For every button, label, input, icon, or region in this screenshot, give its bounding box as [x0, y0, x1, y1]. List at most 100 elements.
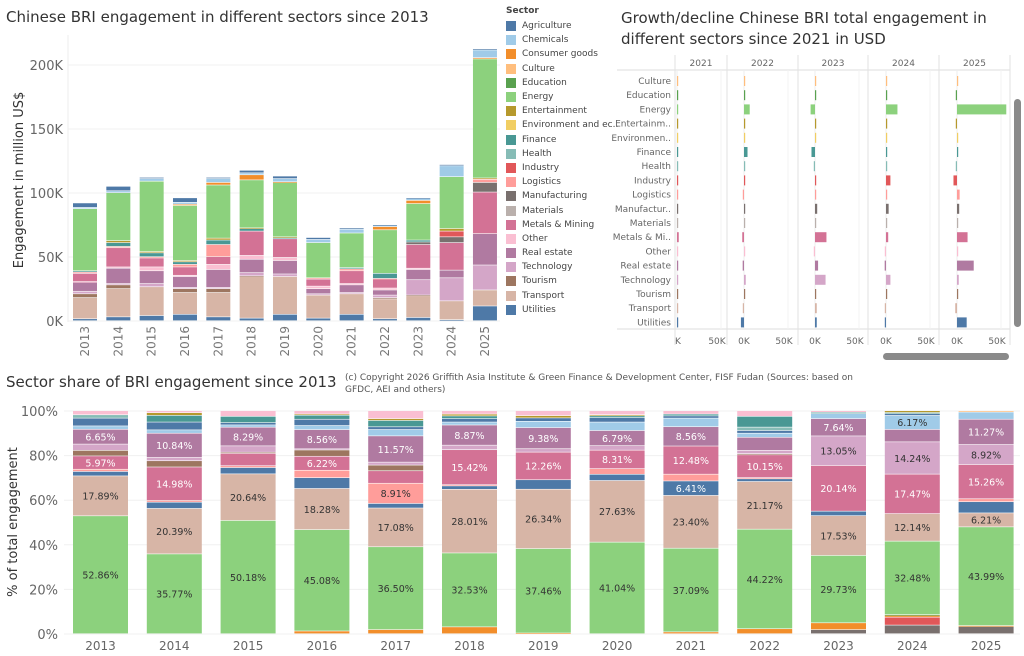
- bar-segment-consumer-goods: [172, 204, 197, 206]
- growth-bar-culture: [815, 76, 817, 86]
- data-label: 12.48%: [673, 456, 709, 467]
- bar-segment-real-estate: [206, 269, 231, 288]
- bar-segment-real-estate: [220, 427, 276, 446]
- legend-item-metals-mining[interactable]: Metals & Mining: [506, 218, 618, 232]
- bar-segment-real-estate: [442, 425, 497, 445]
- bar-segment-manufacturing: [958, 626, 1014, 634]
- bar-segment-tourism: [106, 285, 131, 289]
- data-label: 17.47%: [894, 490, 930, 501]
- top-chart-title: Chinese BRI engagement in different sect…: [6, 8, 429, 26]
- bar-segment-metals-mining: [146, 467, 202, 501]
- data-label: 8.29%: [233, 432, 263, 443]
- legend-swatch: [506, 233, 516, 244]
- bar-segment-finance: [272, 237, 297, 239]
- data-label: 8.56%: [676, 432, 706, 443]
- legend-item-environment-and-ec[interactable]: Environment and ec..: [506, 118, 618, 132]
- bar-segment-real-estate: [306, 289, 331, 294]
- bar-segment-agriculture: [139, 177, 164, 179]
- bar-segment-other: [811, 411, 866, 412]
- growth-bar-environment-and-ec: [677, 132, 679, 143]
- data-label: 10.84%: [156, 441, 192, 452]
- data-label: 6.21%: [971, 516, 1001, 527]
- bar-segment-chemicals: [272, 178, 297, 182]
- bar-segment-chemicals: [146, 430, 202, 433]
- legend-item-real-estate[interactable]: Real estate: [506, 246, 618, 260]
- legend-item-consumer-goods[interactable]: Consumer goods: [506, 47, 618, 61]
- bar-segment-entertainment: [472, 178, 497, 179]
- growth-bar-tourism: [886, 289, 888, 299]
- bar-segment-entertainment: [294, 414, 350, 415]
- legend-item-tourism[interactable]: Tourism: [506, 274, 618, 288]
- growth-bar-transport: [815, 303, 817, 314]
- growth-bar-utilities: [815, 317, 817, 328]
- growth-bar-industry: [886, 175, 891, 186]
- growth-chart-title: Growth/decline Chinese BRI total engagem…: [621, 9, 987, 48]
- legend-item-energy[interactable]: Energy: [506, 90, 618, 104]
- legend-item-transport[interactable]: Transport: [506, 289, 618, 303]
- legend-title: Sector: [506, 6, 539, 16]
- legend-item-entertainment[interactable]: Entertainment: [506, 104, 618, 118]
- legend-item-materials[interactable]: Materials: [506, 203, 618, 217]
- row-label: Metals & Mi..: [613, 233, 671, 243]
- bar-segment-utilities: [406, 317, 431, 321]
- bar-segment-finance: [589, 416, 645, 418]
- bar-segment-finance: [372, 273, 397, 279]
- bar-segment-agriculture: [472, 49, 497, 50]
- bar-segment-entertainment: [442, 414, 497, 416]
- legend-swatch: [506, 177, 516, 188]
- legend-swatch: [506, 134, 516, 145]
- legend-item-agriculture[interactable]: Agriculture: [506, 19, 618, 33]
- bar-segment-energy: [368, 547, 424, 630]
- growth-bar-materials: [957, 218, 959, 228]
- bar-segment-other: [106, 267, 131, 268]
- growth-horizontal-scrollbar[interactable]: [883, 353, 1009, 360]
- bar-segment-logistics: [663, 474, 719, 481]
- legend-item-logistics[interactable]: Logistics: [506, 175, 618, 189]
- bar-segment-utilities: [139, 315, 164, 321]
- bar-segment-energy: [515, 548, 571, 633]
- legend-item-other[interactable]: Other: [506, 232, 618, 246]
- growth-bar-materials: [677, 218, 679, 228]
- bar-segment-energy: [442, 553, 497, 627]
- legend-swatch: [506, 106, 516, 117]
- legend-item-health[interactable]: Health: [506, 147, 618, 161]
- sector-legend[interactable]: Sector Agriculture Chemicals Consumer good…: [506, 6, 618, 317]
- legend-item-culture[interactable]: Culture: [506, 62, 618, 76]
- growth-bar-energy: [677, 104, 679, 115]
- column-header-2025: 2025: [963, 59, 986, 69]
- x-tick-label: 0K: [809, 337, 822, 347]
- bar-segment-utilities: [589, 474, 645, 481]
- bar-segment-energy: [73, 516, 128, 634]
- data-label: 7.64%: [823, 423, 853, 434]
- data-label: 32.48%: [894, 574, 930, 585]
- row-label: Tourism: [635, 290, 671, 300]
- legend-item-finance[interactable]: Finance: [506, 133, 618, 147]
- growth-vertical-scrollbar[interactable]: [1014, 99, 1021, 327]
- legend-item-industry[interactable]: Industry: [506, 161, 618, 175]
- legend-label: Agriculture: [522, 21, 572, 32]
- bar-segment-chemicals: [294, 425, 350, 430]
- data-label: 8.91%: [381, 489, 411, 500]
- bar-segment-technology: [589, 445, 645, 450]
- bar-segment-metals-mining: [958, 464, 1014, 499]
- data-label: 32.53%: [451, 586, 487, 597]
- legend-item-chemicals[interactable]: Chemicals: [506, 33, 618, 47]
- bar-segment-utilities: [737, 479, 793, 482]
- x-tick-label: 2013: [78, 326, 92, 357]
- legend-item-manufacturing[interactable]: Manufacturing: [506, 189, 618, 203]
- bar-segment-energy: [239, 180, 264, 228]
- bar-segment-utilities: [206, 317, 231, 321]
- bar-segment-consumer-goods: [294, 631, 350, 634]
- legend-swatch: [506, 276, 516, 287]
- x-tick-label: 0K: [951, 337, 964, 347]
- bar-segment-metals-mining: [220, 453, 276, 466]
- bar-segment-transport: [811, 516, 866, 556]
- legend-item-utilities[interactable]: Utilities: [506, 303, 618, 317]
- bar-segment-tourism: [73, 450, 128, 456]
- legend-item-education[interactable]: Education: [506, 76, 618, 90]
- x-tick-label: 2023: [823, 639, 854, 653]
- legend-item-technology[interactable]: Technology: [506, 260, 618, 274]
- bar-segment-energy: [439, 177, 464, 229]
- bar-segment-real-estate: [106, 268, 131, 284]
- x-tick-label: 50K: [988, 337, 1006, 347]
